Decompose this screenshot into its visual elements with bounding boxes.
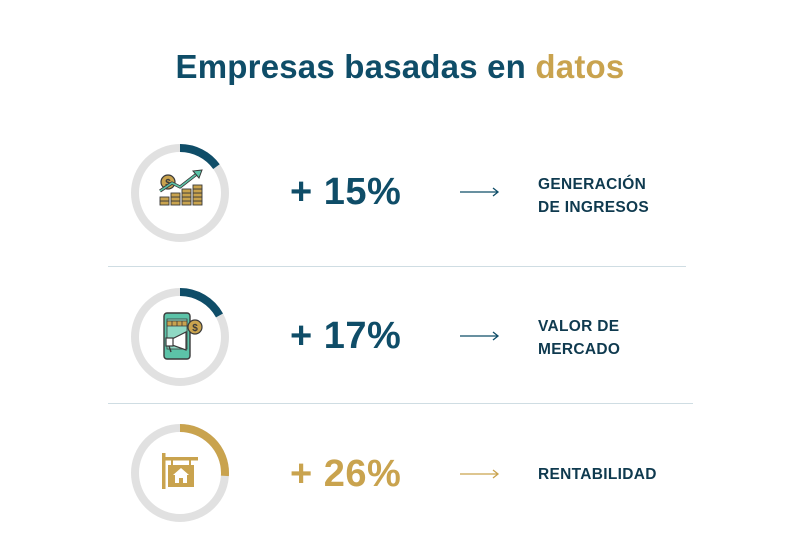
page-title: Empresas basadas en datos <box>0 48 800 86</box>
progress-arc <box>131 288 229 386</box>
progress-ring: $ <box>126 139 234 247</box>
title-prefix: Empresas basadas en <box>175 48 527 85</box>
progress-ring: $ <box>126 283 234 391</box>
revenue-growth-icon: $ <box>159 169 203 206</box>
progress-arc <box>131 424 229 522</box>
progress-ring <box>126 419 234 527</box>
stat-row-market-value: $ + 17% VALOR DE MERCADO <box>0 273 800 393</box>
stat-label: VALOR DE MERCADO <box>538 315 620 361</box>
stat-label-line2: DE INGRESOS <box>538 199 649 216</box>
stat-value: + 26% <box>290 453 402 495</box>
arrow-right-icon <box>460 187 500 197</box>
stat-label-line2: MERCADO <box>538 341 621 358</box>
market-value-icon: $ <box>163 312 203 360</box>
stat-label-line1: GENERACIÓN <box>538 176 647 193</box>
stat-label: GENERACIÓN DE INGRESOS <box>538 173 649 219</box>
stat-value: + 17% <box>290 315 402 357</box>
progress-arc <box>131 144 229 242</box>
title-accent: datos <box>535 48 625 85</box>
divider <box>108 403 693 404</box>
divider <box>108 266 686 267</box>
profitability-sign-icon <box>162 453 198 489</box>
stat-value: + 15% <box>290 171 402 213</box>
stat-row-profitability: + 26% RENTABILIDAD <box>0 413 800 533</box>
svg-text:$: $ <box>165 178 171 189</box>
stat-label-line1: RENTABILIDAD <box>538 466 657 483</box>
arrow-right-icon <box>460 469 500 479</box>
stat-label-line1: VALOR DE <box>538 318 620 335</box>
stat-label: RENTABILIDAD <box>538 463 657 486</box>
stat-row-revenue: $ + 15% <box>0 133 800 253</box>
arrow-right-icon <box>460 331 500 341</box>
svg-text:$: $ <box>192 323 198 334</box>
